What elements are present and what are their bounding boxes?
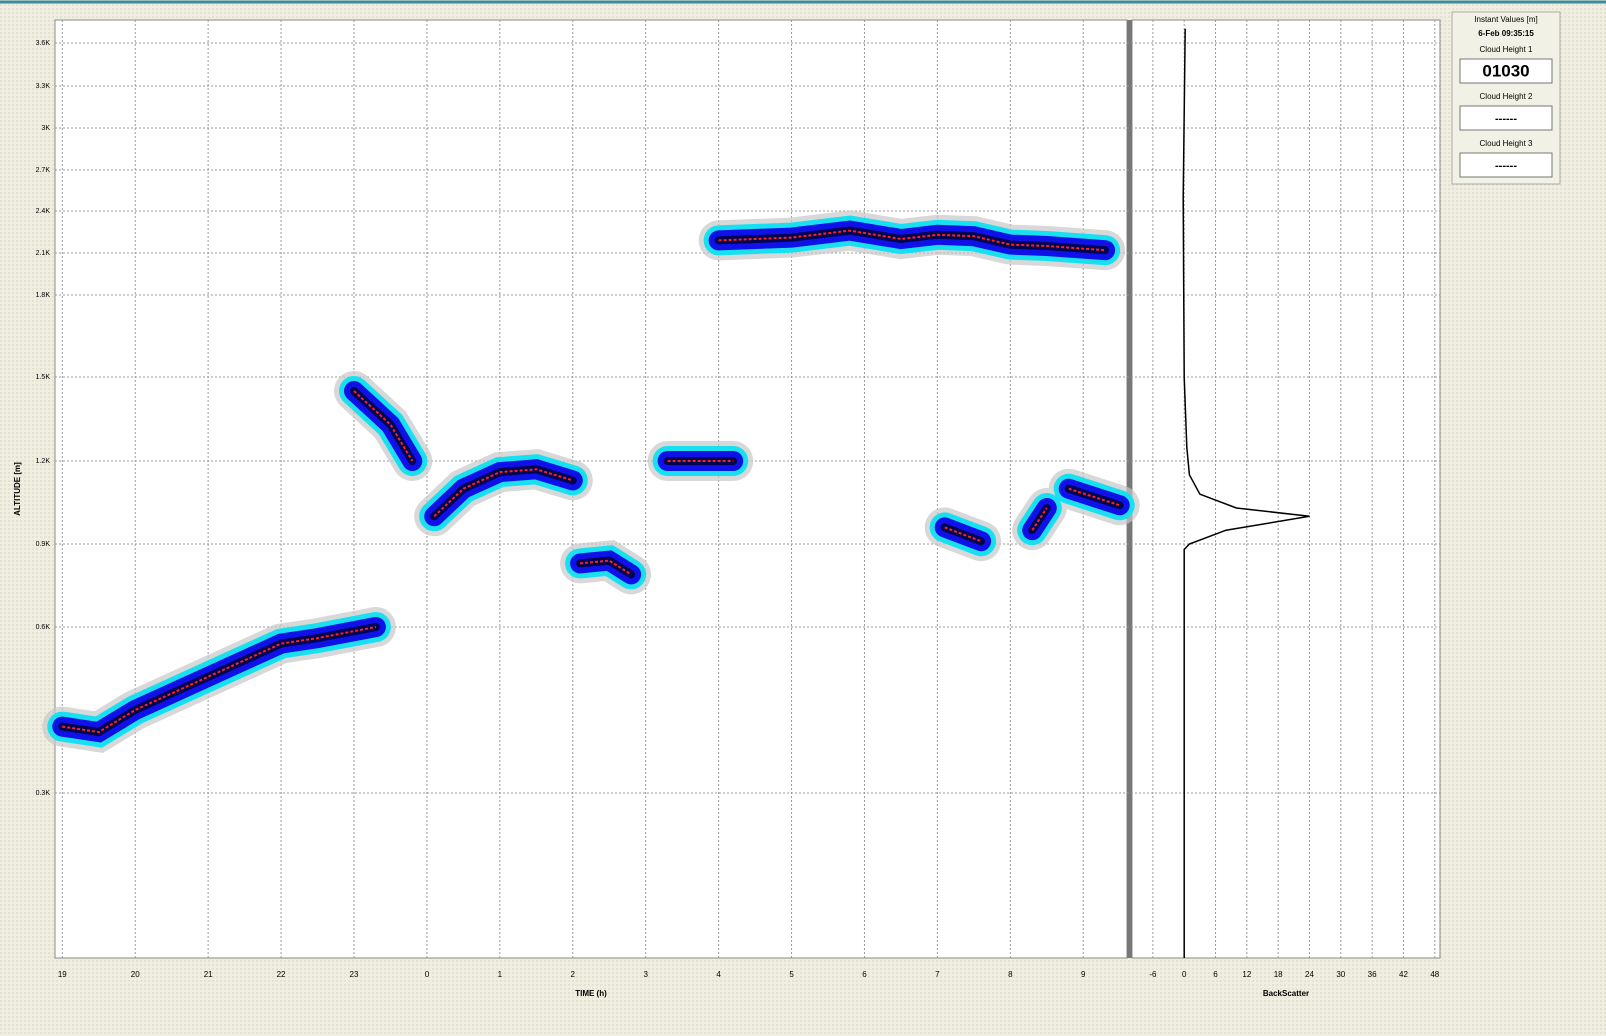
x-tick-label: 5 bbox=[789, 970, 794, 979]
height-label: Cloud Height 2 bbox=[1480, 92, 1533, 101]
y-tick-label: 0.9K bbox=[36, 541, 51, 548]
y-tick-label: 0.6K bbox=[36, 624, 51, 631]
y-tick-label: 3.3K bbox=[36, 83, 51, 90]
x-tick-label: 0 bbox=[425, 970, 430, 979]
x-tick-label: 21 bbox=[204, 970, 213, 979]
y-tick-label: 2.4K bbox=[36, 208, 51, 215]
x-tick-label: 6 bbox=[1213, 970, 1218, 979]
x-tick-label: 7 bbox=[935, 970, 940, 979]
x-tick-label: 30 bbox=[1336, 970, 1345, 979]
height-label: Cloud Height 1 bbox=[1480, 45, 1533, 54]
height-box bbox=[1459, 152, 1553, 178]
y-tick-label: 1.2K bbox=[36, 458, 51, 465]
marks bbox=[42, 28, 1310, 958]
x-tick-label: 19 bbox=[58, 970, 67, 979]
x-tick-label: 42 bbox=[1399, 970, 1408, 979]
x-tick-label: 4 bbox=[716, 970, 721, 979]
backscatter-profile bbox=[1182, 28, 1310, 958]
x-tick-label: 12 bbox=[1242, 970, 1251, 979]
height-value: ------ bbox=[1495, 160, 1517, 172]
x-tick-label: 6 bbox=[862, 970, 867, 979]
y-tick-label: 2.1K bbox=[36, 250, 51, 257]
profile-axis-label: BackScatter bbox=[1263, 989, 1309, 998]
panel-time: 6-Feb 09:35:15 bbox=[1478, 29, 1534, 38]
x-tick-label: 23 bbox=[350, 970, 359, 979]
x-tick-label: 0 bbox=[1182, 970, 1187, 979]
height-box bbox=[1459, 105, 1553, 131]
y-tick-label: 2.7K bbox=[36, 167, 51, 174]
height-list: Cloud Height 1 01030 Cloud Height 2 ------ C… bbox=[1459, 45, 1553, 178]
height-box bbox=[1459, 58, 1553, 84]
height-value: 01030 bbox=[1482, 61, 1529, 80]
profile-plot bbox=[1131, 19, 1441, 959]
instant-panel: Instant Values [m] 6-Feb 09:35:15 Cloud … bbox=[1451, 11, 1561, 185]
y-tick-label: 3.6K bbox=[36, 40, 51, 47]
x-tick-label: 2 bbox=[571, 970, 576, 979]
y-tick-label: 1.5K bbox=[36, 374, 51, 381]
cloud-base bbox=[62, 229, 1121, 734]
y-tick-label: 3K bbox=[41, 125, 50, 132]
height-value: ------ bbox=[1495, 113, 1517, 125]
x-tick-label: 18 bbox=[1274, 970, 1283, 979]
x-tick-label: 3 bbox=[643, 970, 648, 979]
x-tick-label: 1 bbox=[498, 970, 503, 979]
x-tick-label: 9 bbox=[1081, 970, 1086, 979]
x-axis-label: TIME (h) bbox=[575, 989, 607, 998]
x-tick-label: 24 bbox=[1305, 970, 1314, 979]
y-axis-label: ALTITUDE [m] bbox=[13, 462, 22, 516]
x-tick-label: 20 bbox=[131, 970, 140, 979]
y-tick-label: 0.3K bbox=[36, 790, 51, 797]
x-tick-label: 22 bbox=[277, 970, 286, 979]
time-plot bbox=[54, 19, 1128, 959]
x-tick-label: 36 bbox=[1368, 970, 1377, 979]
panel-title: Instant Values [m] bbox=[1474, 15, 1537, 24]
grid: 0.3K 0.6K 0.9K 1.2K 1.5K 1.8K 2.1K 2.4K 2.7K 3K 3.… bbox=[36, 20, 1440, 979]
x-tick-label: 48 bbox=[1430, 970, 1439, 979]
height-label: Cloud Height 3 bbox=[1480, 139, 1533, 148]
y-tick-label: 1.8K bbox=[36, 292, 51, 299]
x-tick-label: -6 bbox=[1149, 970, 1157, 979]
x-tick-label: 8 bbox=[1008, 970, 1013, 979]
